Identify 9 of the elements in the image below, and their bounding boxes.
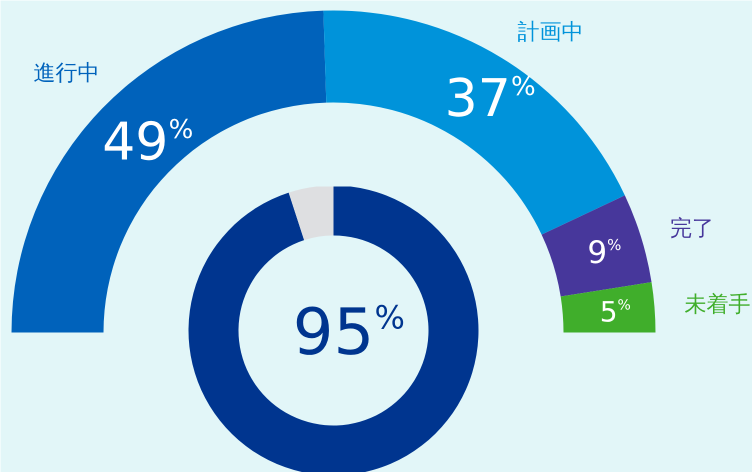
slice-label: 完了 (670, 216, 714, 242)
slice-label: 計画中 (517, 20, 584, 45)
data-label: 9% (587, 234, 622, 271)
data-label: 37% (444, 69, 536, 130)
data-label: 95% (292, 296, 405, 370)
data-label: 5% (600, 295, 631, 328)
slice-label: 進行中 (33, 61, 100, 86)
data-label: 49% (102, 112, 194, 172)
slice-label: 未着手 (684, 292, 750, 318)
